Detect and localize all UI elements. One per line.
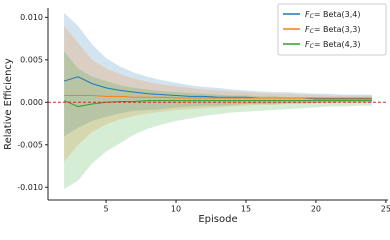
- x-tick-label: 10: [171, 205, 181, 214]
- confidence-band: [64, 51, 372, 189]
- legend-label: FC= Beta(4,3): [305, 40, 360, 50]
- legend-label: FC= Beta(3,3): [305, 25, 360, 35]
- confidence-band: [64, 13, 372, 137]
- series-line: [63, 100, 372, 108]
- page: Relative Efficiency Episode -0.010 -0.005…: [3, 3, 390, 225]
- y-tick-label: 0.005: [20, 55, 43, 64]
- legend-box: [277, 3, 387, 56]
- y-axis-label: Relative Efficiency: [3, 58, 14, 150]
- x-tick-label: 15: [241, 205, 251, 214]
- series-line: [64, 95, 372, 99]
- legend-label: FC= Beta(3,4): [305, 10, 360, 20]
- x-tick-label: 20: [311, 205, 321, 214]
- chart: Relative Efficiency Episode -0.010 -0.005…: [3, 3, 390, 225]
- x-tick-label: 25: [381, 205, 390, 214]
- y-tick-label: 0.010: [20, 13, 43, 22]
- x-axis-label: Episode: [198, 214, 237, 225]
- y-tick-label: -0.005: [17, 140, 43, 149]
- y-tick-label: -0.010: [17, 183, 43, 192]
- y-tick-label: 0.000: [20, 98, 43, 107]
- confidence-band: [64, 25, 372, 162]
- x-tick-label: 5: [104, 205, 109, 214]
- series-line: [63, 76, 372, 100]
